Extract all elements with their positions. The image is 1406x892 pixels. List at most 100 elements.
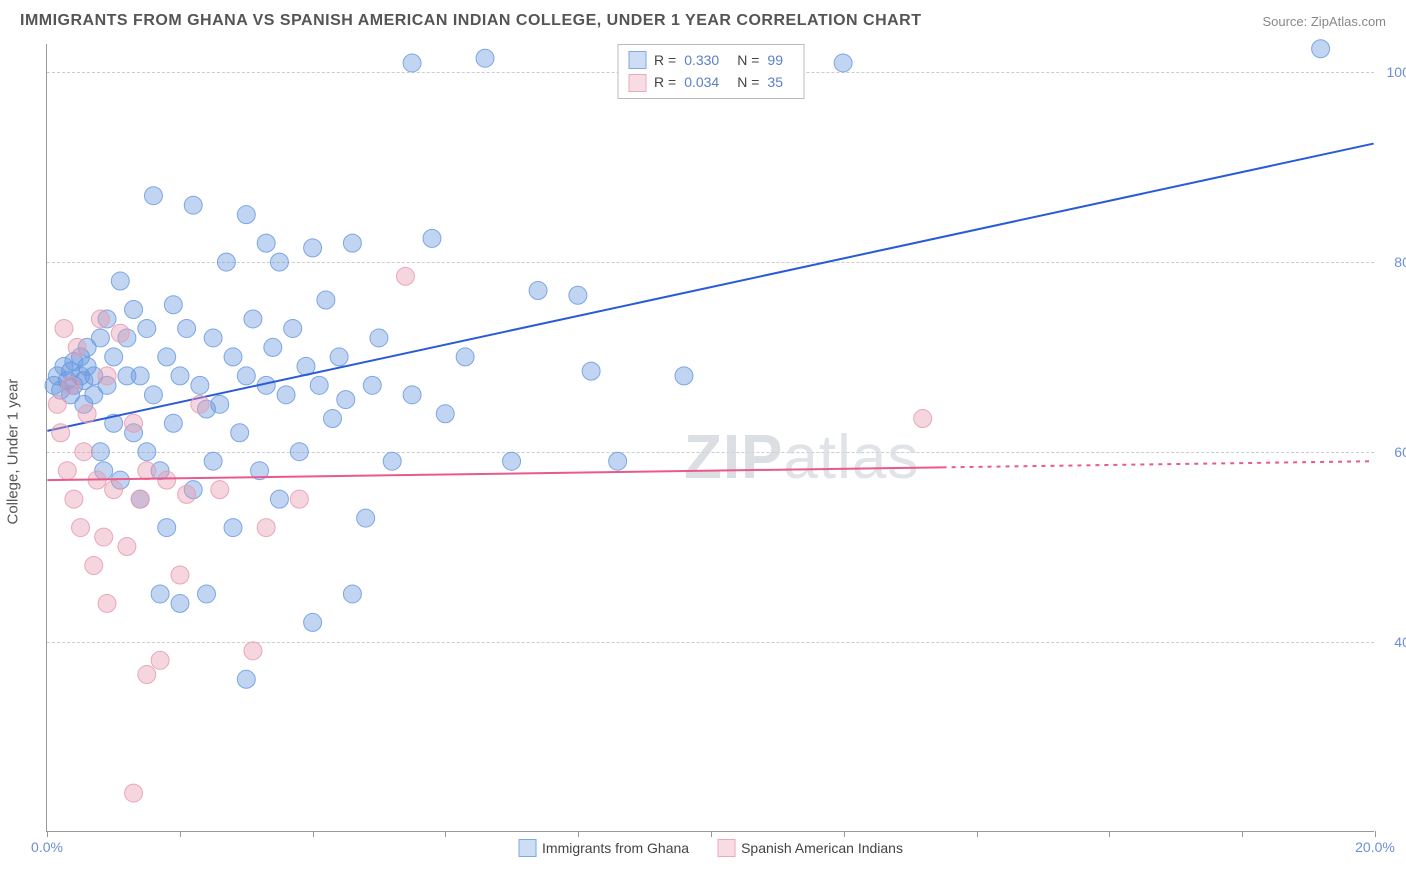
data-point: [138, 666, 156, 684]
data-point: [125, 414, 143, 432]
data-point: [914, 410, 932, 428]
data-point: [224, 519, 242, 537]
data-point: [164, 414, 182, 432]
data-point: [343, 234, 361, 252]
data-point: [78, 405, 96, 423]
x-tick: [578, 831, 579, 837]
data-point: [231, 424, 249, 442]
data-point: [62, 376, 80, 394]
data-point: [131, 490, 149, 508]
data-point: [91, 310, 109, 328]
data-point: [834, 54, 852, 72]
data-point: [290, 490, 308, 508]
data-point: [138, 443, 156, 461]
data-point: [337, 391, 355, 409]
legend-bottom-label-1: Spanish American Indians: [741, 840, 903, 856]
y-tick-label: 80.0%: [1380, 254, 1406, 270]
data-point: [211, 481, 229, 499]
data-point: [105, 481, 123, 499]
data-point: [609, 452, 627, 470]
data-point: [72, 519, 90, 537]
swatch-icon: [628, 74, 646, 92]
data-point: [85, 557, 103, 575]
y-tick-label: 40.0%: [1380, 634, 1406, 650]
n-label: N =: [737, 71, 759, 93]
swatch-icon: [717, 839, 735, 857]
legend-top-row-1: R = 0.034 N = 35: [628, 71, 793, 93]
data-point: [125, 301, 143, 319]
data-point: [237, 670, 255, 688]
data-point: [178, 485, 196, 503]
data-point: [357, 509, 375, 527]
data-point: [423, 229, 441, 247]
x-tick: [47, 831, 48, 837]
data-point: [144, 187, 162, 205]
data-point: [48, 395, 66, 413]
data-point: [244, 310, 262, 328]
data-point: [191, 376, 209, 394]
trend-line: [47, 467, 942, 480]
data-point: [403, 386, 421, 404]
data-point: [257, 234, 275, 252]
y-tick-label: 60.0%: [1380, 444, 1406, 460]
data-point: [191, 395, 209, 413]
x-tick-label: 20.0%: [1355, 839, 1395, 855]
data-point: [98, 367, 116, 385]
data-point: [138, 319, 156, 337]
data-point: [330, 348, 348, 366]
data-point: [118, 538, 136, 556]
data-point: [171, 566, 189, 584]
source-label: Source: ZipAtlas.com: [1262, 14, 1386, 29]
data-point: [198, 585, 216, 603]
data-point: [204, 329, 222, 347]
data-point: [158, 348, 176, 366]
data-point: [184, 196, 202, 214]
data-point: [264, 338, 282, 356]
data-point: [290, 443, 308, 461]
data-point: [211, 395, 229, 413]
data-point: [95, 528, 113, 546]
data-point: [363, 376, 381, 394]
x-tick: [711, 831, 712, 837]
r-value-1: 0.034: [684, 71, 719, 93]
data-point: [65, 490, 83, 508]
x-tick-label: 0.0%: [31, 839, 63, 855]
trend-line-dashed: [943, 461, 1374, 467]
legend-bottom-label-0: Immigrants from Ghana: [542, 840, 689, 856]
data-point: [75, 443, 93, 461]
n-value-0: 99: [767, 49, 783, 71]
trend-line: [47, 144, 1373, 431]
x-tick: [1109, 831, 1110, 837]
data-point: [68, 338, 86, 356]
data-point: [529, 282, 547, 300]
data-point: [91, 443, 109, 461]
data-point: [1312, 40, 1330, 58]
data-point: [257, 519, 275, 537]
x-tick: [313, 831, 314, 837]
r-value-0: 0.330: [684, 49, 719, 71]
y-axis-label: College, Under 1 year: [5, 379, 22, 525]
data-point: [125, 784, 143, 802]
x-tick: [844, 831, 845, 837]
x-tick: [1242, 831, 1243, 837]
data-point: [237, 206, 255, 224]
plot-svg: [47, 44, 1374, 831]
data-point: [52, 424, 70, 442]
data-point: [224, 348, 242, 366]
data-point: [217, 253, 235, 271]
data-point: [171, 367, 189, 385]
data-point: [403, 54, 421, 72]
legend-top: R = 0.330 N = 99 R = 0.034 N = 35: [617, 44, 804, 99]
data-point: [158, 471, 176, 489]
legend-bottom-item-1: Spanish American Indians: [717, 839, 903, 857]
data-point: [131, 367, 149, 385]
data-point: [270, 253, 288, 271]
swatch-icon: [628, 51, 646, 69]
data-point: [55, 319, 73, 337]
data-point: [178, 319, 196, 337]
data-point: [503, 452, 521, 470]
data-point: [569, 286, 587, 304]
data-point: [151, 651, 169, 669]
data-point: [317, 291, 335, 309]
data-point: [105, 348, 123, 366]
